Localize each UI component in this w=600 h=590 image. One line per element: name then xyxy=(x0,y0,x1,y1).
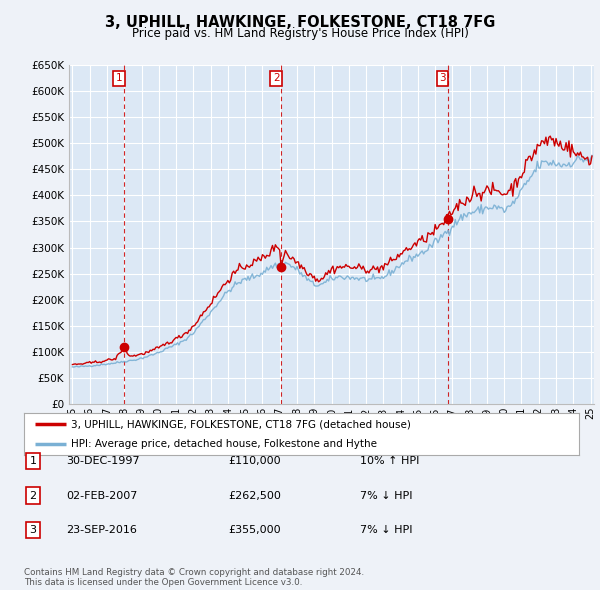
Text: 3, UPHILL, HAWKINGE, FOLKESTONE, CT18 7FG (detached house): 3, UPHILL, HAWKINGE, FOLKESTONE, CT18 7F… xyxy=(71,419,411,430)
Text: 1: 1 xyxy=(116,73,122,83)
Text: £355,000: £355,000 xyxy=(228,525,281,535)
Text: 10% ↑ HPI: 10% ↑ HPI xyxy=(360,457,419,466)
Text: £262,500: £262,500 xyxy=(228,491,281,500)
Text: 7% ↓ HPI: 7% ↓ HPI xyxy=(360,491,413,500)
Text: 2: 2 xyxy=(273,73,280,83)
Text: 2: 2 xyxy=(29,491,37,500)
Text: 3: 3 xyxy=(29,525,37,535)
Text: 7% ↓ HPI: 7% ↓ HPI xyxy=(360,525,413,535)
Text: Price paid vs. HM Land Registry's House Price Index (HPI): Price paid vs. HM Land Registry's House … xyxy=(131,27,469,40)
Text: HPI: Average price, detached house, Folkestone and Hythe: HPI: Average price, detached house, Folk… xyxy=(71,439,377,449)
Text: 3: 3 xyxy=(439,73,446,83)
Text: 1: 1 xyxy=(29,457,37,466)
Text: £110,000: £110,000 xyxy=(228,457,281,466)
Text: 3, UPHILL, HAWKINGE, FOLKESTONE, CT18 7FG: 3, UPHILL, HAWKINGE, FOLKESTONE, CT18 7F… xyxy=(105,15,495,30)
Text: 30-DEC-1997: 30-DEC-1997 xyxy=(66,457,140,466)
Text: Contains HM Land Registry data © Crown copyright and database right 2024.
This d: Contains HM Land Registry data © Crown c… xyxy=(24,568,364,587)
Text: 23-SEP-2016: 23-SEP-2016 xyxy=(66,525,137,535)
Text: 02-FEB-2007: 02-FEB-2007 xyxy=(66,491,137,500)
